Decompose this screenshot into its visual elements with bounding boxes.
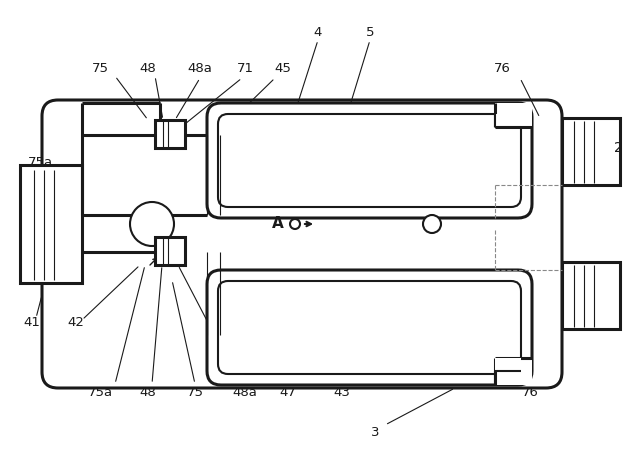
Bar xyxy=(495,114,521,127)
Text: 48: 48 xyxy=(140,386,156,399)
Text: 5: 5 xyxy=(365,26,374,39)
Text: 47: 47 xyxy=(280,386,296,399)
FancyBboxPatch shape xyxy=(218,281,521,374)
Text: 71: 71 xyxy=(237,62,253,75)
FancyBboxPatch shape xyxy=(218,114,521,207)
Text: 45: 45 xyxy=(275,62,291,75)
Bar xyxy=(495,103,532,127)
Text: 75: 75 xyxy=(186,386,204,399)
Bar xyxy=(155,120,185,148)
Bar xyxy=(495,358,532,385)
Text: 3: 3 xyxy=(371,426,380,439)
Text: 76: 76 xyxy=(522,386,538,399)
Text: 75: 75 xyxy=(92,62,109,75)
Bar xyxy=(562,118,620,185)
Text: 41: 41 xyxy=(24,316,40,329)
Text: 75a: 75a xyxy=(88,386,113,399)
Text: 48a: 48a xyxy=(232,386,257,399)
Text: A: A xyxy=(272,216,284,232)
Circle shape xyxy=(290,219,300,229)
FancyBboxPatch shape xyxy=(42,100,562,388)
Text: 4: 4 xyxy=(314,26,322,39)
Text: 2: 2 xyxy=(614,141,622,155)
Text: 43: 43 xyxy=(333,386,351,399)
Text: 42: 42 xyxy=(68,316,84,329)
Circle shape xyxy=(423,215,441,233)
Circle shape xyxy=(130,202,174,246)
Bar xyxy=(155,237,185,265)
FancyBboxPatch shape xyxy=(207,103,532,218)
Bar xyxy=(495,358,521,371)
Bar xyxy=(20,165,82,283)
Text: 76: 76 xyxy=(493,62,511,75)
Bar xyxy=(562,262,620,329)
FancyBboxPatch shape xyxy=(207,270,532,385)
Text: 48a: 48a xyxy=(188,62,212,75)
Text: 48: 48 xyxy=(140,62,156,75)
Text: 75a: 75a xyxy=(28,155,52,168)
